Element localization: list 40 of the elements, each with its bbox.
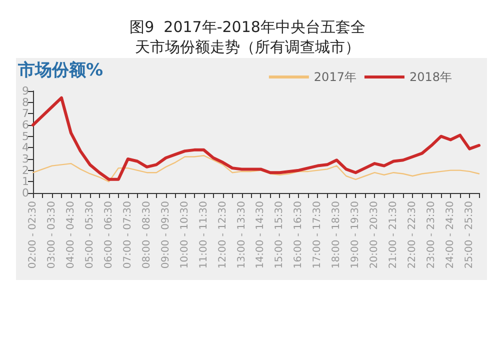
legend-label: 2018年 — [409, 70, 452, 84]
y-tick-label: 6 — [22, 118, 29, 132]
x-tick-label: 16:00 - 16:30 — [293, 201, 304, 269]
x-tick-label: 06:00 - 06:30 — [103, 201, 114, 269]
y-tick-label: 8 — [22, 96, 29, 109]
legend-label: 2017年 — [314, 70, 356, 84]
y-tick-label: 0 — [22, 186, 29, 200]
chart-title: 图9 2017年-2018年中央台五套全天市场份额走势（所有调查城市） — [130, 18, 366, 56]
x-tick-label: 17:00 - 17:30 — [312, 201, 324, 269]
y-tick-label: 1 — [22, 175, 29, 188]
y-axis-title: 市场份额% — [17, 60, 104, 80]
x-tick-label: 11:00 - 11:30 — [198, 201, 210, 269]
x-tick-label: 22:00 - 22:30 — [407, 201, 418, 269]
x-tick-label: 21:00 - 21:30 — [388, 201, 400, 269]
x-tick-label: 10:00 - 10:30 — [179, 201, 190, 269]
x-tick-label: 23:00 - 23:30 — [426, 201, 438, 269]
x-tick-label: 18:00 - 18:30 — [331, 201, 342, 269]
x-tick-label: 12:00 - 12:30 — [217, 201, 228, 269]
y-tick-label: 9 — [22, 84, 29, 98]
y-tick-label: 4 — [22, 141, 29, 154]
x-tick-label: 04:00 - 04:30 — [65, 201, 76, 269]
x-tick-label: 20:00 - 20:30 — [369, 201, 380, 269]
x-tick-label: 25:00 - 25:30 — [464, 201, 476, 269]
line-series — [32, 155, 480, 182]
x-tick-label: 08:00 - 08:30 — [141, 201, 152, 269]
x-tick-label: 05:00 - 05:30 — [84, 201, 96, 269]
x-tick-label: 15:00 - 15:30 — [274, 201, 286, 269]
line-series — [32, 96, 480, 181]
x-tick-label: 24:00 - 24:30 — [445, 201, 456, 269]
x-tick-label: 09:00 - 09:30 — [160, 201, 172, 269]
x-tick-label: 13:00 - 13:30 — [236, 201, 248, 269]
x-tick-label: 07:00 - 07:30 — [122, 201, 134, 269]
y-tick-label: 2 — [22, 164, 29, 177]
x-tick-label: 19:00 - 19:30 — [350, 201, 362, 269]
x-tick-label: 02:00 - 02:30 — [28, 201, 38, 269]
x-tick-label: 14:00 - 14:30 — [255, 201, 266, 269]
y-tick-label: 5 — [22, 130, 29, 143]
y-tick-label: 3 — [22, 152, 29, 166]
x-tick-label: 03:00 - 03:30 — [46, 201, 58, 269]
y-tick-label: 7 — [22, 107, 29, 120]
